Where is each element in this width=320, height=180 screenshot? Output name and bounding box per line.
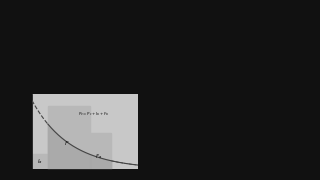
Text: $I_a$: $I_a$: [141, 57, 146, 66]
Text: $F_a$: $F_a$: [141, 8, 148, 17]
Text: = precipitation.: = precipitation.: [153, 93, 194, 98]
Text: = initial abstraction; rainfall stored in catchment before runoff begins.: = initial abstraction; rainfall stored i…: [153, 57, 320, 62]
Text: (Empirical approximation): (Empirical approximation): [241, 173, 295, 177]
X-axis label: Time: Time: [79, 170, 91, 175]
Text: During a rainfall event, the portion of
the available storage (S) that gets fill: During a rainfall event, the portion of …: [141, 108, 235, 131]
Y-axis label: Precipitation rate: Precipitation rate: [27, 113, 31, 150]
Bar: [90, 133, 111, 169]
Text: = rainfall excess, runoff.: = rainfall excess, runoff.: [153, 78, 216, 83]
Text: $P$: $P$: [141, 93, 146, 101]
Text: = potential maximum retention; related to retention capacity of soil: = potential maximum retention; related t…: [153, 33, 320, 38]
Bar: [32, 154, 48, 169]
Text: $F_a$: $F_a$: [95, 152, 102, 161]
Bar: [48, 106, 90, 169]
Text: $\frac{F_a}{S} = \frac{P_e}{P - I_a}$: $\frac{F_a}{S} = \frac{P_e}{P - I_a}$: [30, 56, 78, 81]
Text: $I_a$: $I_a$: [37, 157, 43, 166]
Text: $F$: $F$: [64, 139, 70, 147]
Text: SCS / NRCS Curve
Number Model: SCS / NRCS Curve Number Model: [36, 5, 124, 27]
Text: = retention; water reaching ground that is retained by catchment. Mainly infiltr: = retention; water reaching ground that …: [153, 8, 320, 13]
Text: $P_e = P_c + I_a + F_a$: $P_e = P_c + I_a + F_a$: [78, 110, 109, 118]
Text: $P_e$: $P_e$: [141, 78, 148, 87]
Text: $S$: $S$: [141, 33, 146, 41]
